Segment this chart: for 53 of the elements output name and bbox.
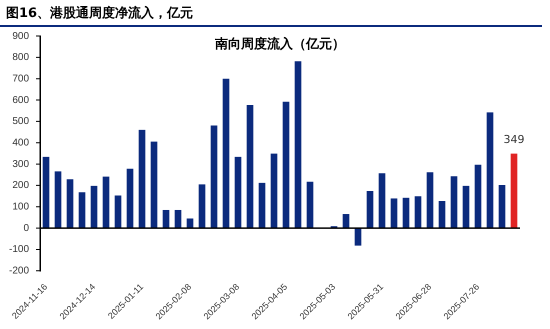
bar bbox=[210, 125, 218, 228]
chart-title: 图16、港股通周度净流入，亿元 bbox=[0, 0, 542, 27]
bar bbox=[426, 172, 434, 228]
bar bbox=[102, 176, 110, 228]
bar bbox=[306, 182, 314, 228]
y-tick-label: 400 bbox=[12, 137, 30, 148]
bar bbox=[150, 142, 158, 228]
bar bbox=[42, 156, 50, 228]
bar bbox=[462, 186, 470, 228]
y-tick-label: -100 bbox=[9, 244, 30, 256]
bar bbox=[126, 168, 134, 228]
bar bbox=[342, 214, 350, 228]
bar bbox=[354, 228, 362, 246]
y-tick-label: 100 bbox=[12, 202, 30, 213]
bar bbox=[366, 190, 374, 228]
bar bbox=[402, 198, 410, 228]
bar bbox=[222, 78, 230, 228]
bar bbox=[294, 61, 302, 228]
bar bbox=[78, 192, 86, 228]
bar bbox=[378, 173, 386, 228]
bar bbox=[390, 198, 398, 228]
bar bbox=[450, 176, 458, 228]
bar bbox=[498, 185, 506, 228]
data-label: 349 bbox=[504, 132, 524, 146]
y-tick-label: 900 bbox=[12, 30, 30, 42]
bar bbox=[138, 130, 146, 228]
bar bbox=[90, 186, 98, 228]
y-tick-label: 200 bbox=[12, 180, 30, 192]
bar bbox=[174, 210, 182, 228]
y-tick-label: 300 bbox=[12, 158, 30, 170]
bar bbox=[510, 154, 518, 228]
y-tick-label: 0 bbox=[23, 222, 30, 234]
chart-subtitle: 南向周度流入（亿元） bbox=[214, 36, 346, 52]
y-tick-label: 500 bbox=[12, 116, 30, 128]
bar bbox=[186, 218, 194, 228]
bar bbox=[486, 112, 494, 228]
y-tick-label: 700 bbox=[12, 73, 30, 84]
bar bbox=[438, 201, 446, 228]
bar bbox=[162, 210, 170, 228]
bar bbox=[258, 182, 266, 228]
bar bbox=[66, 179, 74, 228]
bar bbox=[198, 184, 206, 228]
bar bbox=[234, 156, 242, 228]
y-tick-label: -200 bbox=[9, 266, 30, 277]
bar bbox=[282, 102, 290, 228]
bar bbox=[54, 171, 62, 228]
bar bbox=[414, 196, 422, 228]
bar bbox=[474, 164, 482, 228]
y-tick-label: 600 bbox=[12, 94, 30, 106]
bar bbox=[246, 104, 254, 228]
bar bbox=[270, 154, 278, 228]
y-tick-label: 800 bbox=[12, 52, 30, 64]
bar bbox=[114, 195, 122, 228]
